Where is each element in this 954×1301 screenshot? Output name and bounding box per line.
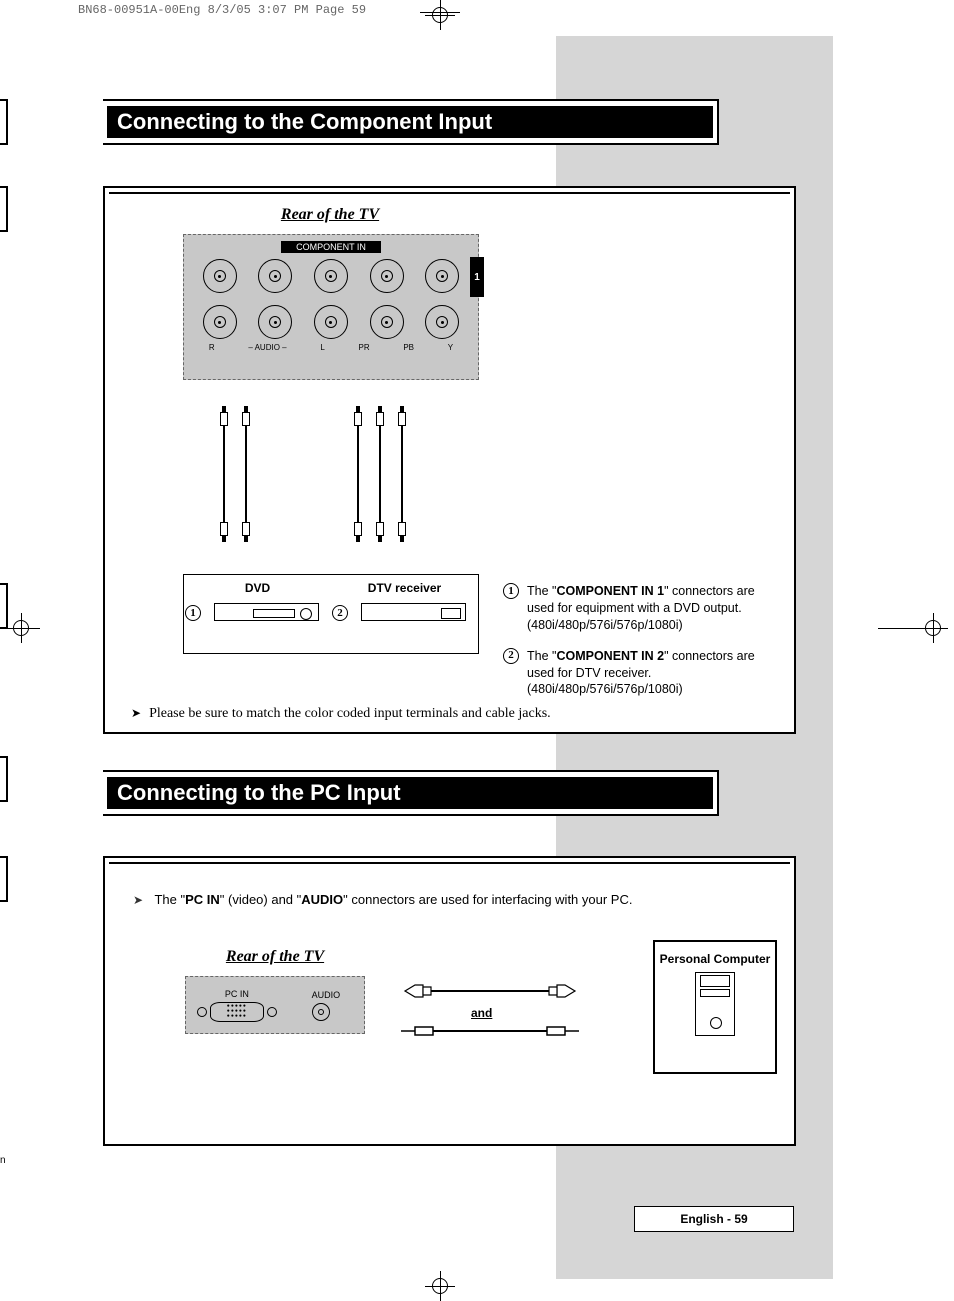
jack xyxy=(203,305,237,339)
left-tab-stub xyxy=(0,856,8,902)
text-bold: AUDIO xyxy=(301,892,343,907)
section-title: Connecting to the PC Input xyxy=(107,777,713,809)
left-tab-stub xyxy=(0,583,8,629)
panel-top-rule xyxy=(109,862,790,864)
dtv-label: DTV receiver xyxy=(331,581,478,595)
component-section-panel: Rear of the TV COMPONENT IN 2 xyxy=(103,186,796,734)
text: " connectors are used for interfacing wi… xyxy=(343,892,632,907)
personal-computer-label: Personal Computer xyxy=(655,952,775,966)
registration-target xyxy=(918,613,948,643)
label: – AUDIO – xyxy=(248,343,286,352)
port-labels: R – AUDIO – L PR PB Y xyxy=(192,343,470,352)
pc-section-panel: The "PC IN" (video) and "AUDIO" connecto… xyxy=(103,856,796,1146)
dvd-label: DVD xyxy=(184,581,331,595)
registration-target xyxy=(425,1271,455,1301)
circled-1: 1 xyxy=(185,605,201,621)
label: PR xyxy=(359,343,370,352)
print-slug: BN68-00951A-00Eng 8/3/05 3:07 PM Page 59 xyxy=(78,3,366,17)
footnote: Please be sure to match the color coded … xyxy=(131,706,551,722)
stray-char: n xyxy=(0,1155,6,1166)
dvd-icon xyxy=(214,603,319,621)
and-label: and xyxy=(471,1006,492,1020)
row-index-badge: 1 xyxy=(470,257,484,297)
label: R xyxy=(209,343,215,352)
pc-note: The "PC IN" (video) and "AUDIO" connecto… xyxy=(133,892,632,907)
rear-of-tv-label: Rear of the TV xyxy=(185,948,365,966)
jack xyxy=(370,259,404,293)
section-title: Connecting to the Component Input xyxy=(107,106,713,138)
jack xyxy=(258,259,292,293)
registration-target xyxy=(6,613,36,643)
jack-row-1: 1 xyxy=(192,305,470,339)
text: The " xyxy=(527,649,556,663)
personal-computer-box: Personal Computer xyxy=(653,940,777,1074)
component-in-header: COMPONENT IN xyxy=(281,241,381,253)
section-title-bar: Connecting to the Component Input xyxy=(103,99,719,145)
note-2: The "COMPONENT IN 2" connectors are used… xyxy=(527,648,783,699)
dtv-icon xyxy=(361,603,466,621)
label: PB xyxy=(403,343,414,352)
left-tab-stub xyxy=(0,186,8,232)
circled-2: 2 xyxy=(503,648,519,664)
audio-jack-icon xyxy=(312,1003,330,1021)
jack-row-2: 2 xyxy=(192,259,470,293)
vga-port-icon: ●●●●●●●●●●●●●●● xyxy=(210,1002,264,1022)
jack xyxy=(370,305,404,339)
pc-tower-icon xyxy=(695,972,735,1036)
jack xyxy=(425,305,459,339)
circled-2: 2 xyxy=(332,605,348,621)
jack xyxy=(258,305,292,339)
audio-label: AUDIO xyxy=(312,990,341,1000)
panel-top-rule xyxy=(109,192,790,194)
rear-of-tv-label: Rear of the TV xyxy=(215,206,445,224)
section-title-bar: Connecting to the PC Input xyxy=(103,770,719,816)
jack xyxy=(203,259,237,293)
pc-in-label: PC IN xyxy=(210,989,264,999)
text: The " xyxy=(154,892,185,907)
page: BN68-00951A-00Eng 8/3/05 3:07 PM Page 59… xyxy=(0,0,954,1301)
component-notes: 1 The "COMPONENT IN 1" connectors are us… xyxy=(503,583,783,712)
device-box: DVD DTV receiver 1 2 xyxy=(183,574,479,654)
left-tab-stub xyxy=(0,756,8,802)
text: The " xyxy=(527,584,556,598)
note-1: The "COMPONENT IN 1" connectors are used… xyxy=(527,583,783,634)
audio-cable-pair xyxy=(219,406,251,542)
registration-target xyxy=(425,0,455,30)
jack xyxy=(425,259,459,293)
component-in-panel: COMPONENT IN 2 1 xyxy=(183,234,479,380)
circled-1: 1 xyxy=(503,583,519,599)
page-number: English - 59 xyxy=(634,1206,794,1232)
text-bold: COMPONENT IN 2 xyxy=(556,649,664,663)
label: L xyxy=(320,343,324,352)
jack xyxy=(314,305,348,339)
video-cable-triple xyxy=(353,406,407,542)
label: Y xyxy=(448,343,453,352)
jack xyxy=(314,259,348,293)
left-tab-stub xyxy=(0,99,8,145)
pc-port-panel: PC IN ●●●●●●●●●●●●●●● AUDIO xyxy=(185,976,365,1034)
text-bold: PC IN xyxy=(185,892,220,907)
text: " (video) and " xyxy=(220,892,302,907)
text-bold: COMPONENT IN 1 xyxy=(556,584,664,598)
